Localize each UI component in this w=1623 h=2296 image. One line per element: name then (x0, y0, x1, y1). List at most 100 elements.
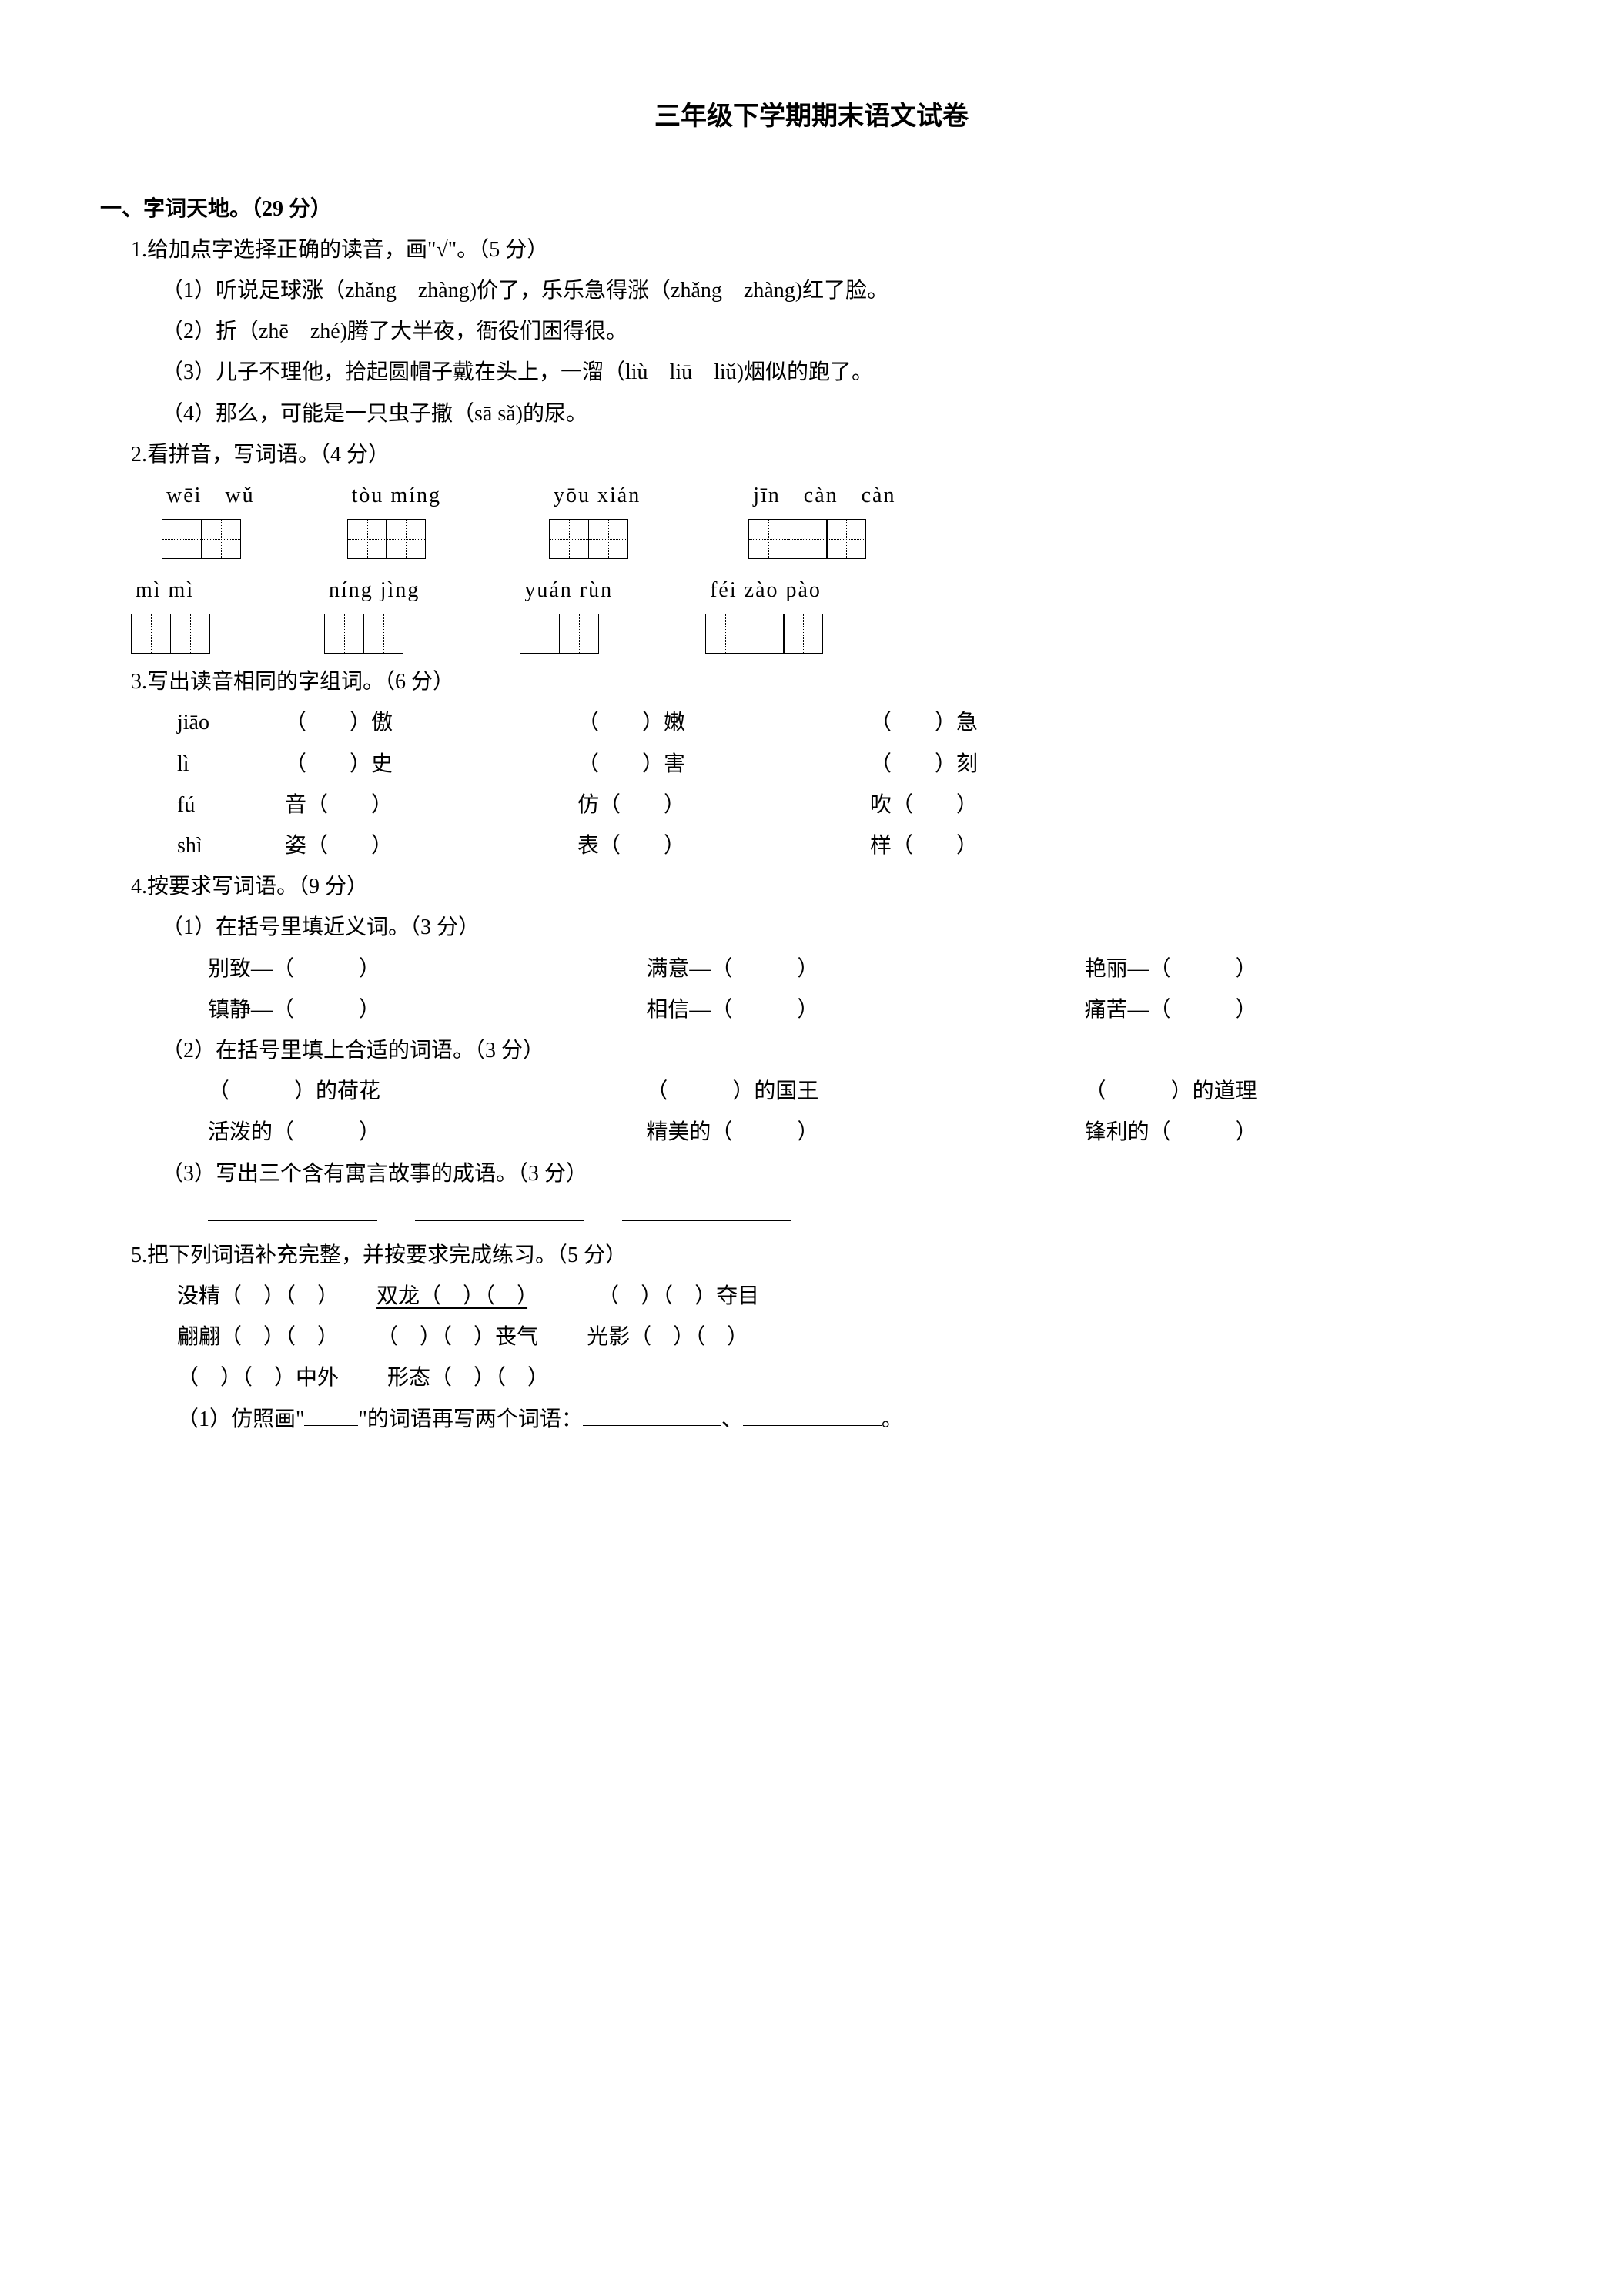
q2-row-2: mì mì níng jìng yuán rùn féi zào pào (131, 570, 1523, 654)
homophone-cell: 姿（ ） (285, 825, 577, 866)
tian-cell (826, 519, 866, 559)
q4-p3-stem: （3）写出三个含有寓言故事的成语。（3 分） (162, 1153, 1523, 1194)
q4-p2-r2-c: 锋利的（ ） (1085, 1112, 1523, 1153)
q4-p1-r2-a: 镇静—（ ） (208, 989, 646, 1030)
homophone-pinyin: fú (177, 785, 285, 825)
pinyin-block: mì mì (131, 570, 209, 654)
pinyin-block: féi zào pào (705, 570, 822, 654)
pinyin-label: yuán rùn (524, 570, 613, 611)
q5-sub1-suffix: "的词语再写两个词语： (358, 1407, 582, 1431)
q5-l2-c: 光影（ ）（ ） (587, 1325, 748, 1349)
q2-stem: 2.看拼音，写词语。（4 分） (131, 434, 1523, 475)
tian-cell (201, 519, 241, 559)
q1-item-2: （2）折（zhē zhé)腾了大半夜，衙役们困得很。 (162, 311, 1523, 352)
q4-p1-row1: 别致—（ ） 满意—（ ） 艳丽—（ ） (208, 949, 1523, 989)
homophone-cell: （ ）嫩 (577, 702, 870, 743)
q5-l3-a: （ ）（ ）中外 (177, 1366, 339, 1390)
pinyin-label: mì mì (136, 570, 194, 611)
tian-cell (745, 614, 785, 654)
q4-p2-r2-a: 活泼的（ ） (208, 1112, 646, 1153)
q5-l1-a: 没精（ ）（ ） (177, 1284, 328, 1308)
homophone-cell: （ ）史 (285, 744, 577, 785)
tian-cell (324, 614, 364, 654)
homophone-cell: （ ）害 (577, 744, 870, 785)
homophone-cell: 音（ ） (285, 785, 577, 825)
q4-p1-r2-c: 痛苦—（ ） (1085, 989, 1523, 1030)
pinyin-label: féi zào pào (710, 570, 822, 611)
q5-sub1-prefix: （1）仿照画" (177, 1407, 304, 1431)
tian-grid-row (748, 519, 865, 559)
tian-grid-row (520, 614, 597, 654)
pinyin-block: tòu míng (347, 475, 441, 559)
q5-l2-a: 翩翩（ ）（ ） (177, 1325, 328, 1349)
q4-p3-blanks (208, 1194, 1523, 1235)
homophone-cell: （ ）刻 (870, 744, 1163, 785)
q4-p2-row1: （ ）的荷花 （ ）的国王 （ ）的道理 (208, 1071, 1523, 1112)
homophone-row: jiāo（ ）傲（ ）嫩（ ）急 (177, 702, 1523, 743)
pinyin-label: jīn càn càn (753, 475, 895, 516)
homophone-row: shì姿（ ）表（ ）样（ ） (177, 825, 1523, 866)
q5-l2-b: （ ）（ ）丧气 (376, 1325, 538, 1349)
homophone-pinyin: shì (177, 825, 285, 866)
q3-stem: 3.写出读音相同的字组词。（6 分） (131, 661, 1523, 702)
tian-grid-row (162, 519, 239, 559)
q4-stem: 4.按要求写词语。（9 分） (131, 866, 1523, 907)
homophone-cell: （ ）傲 (285, 702, 577, 743)
q5-l1-c: （ ）（ ）夺目 (597, 1284, 759, 1308)
q4-p2-r1-c: （ ）的道理 (1085, 1071, 1523, 1112)
page-title: 三年级下学期期末语文试卷 (100, 92, 1523, 142)
tian-cell (347, 519, 387, 559)
q2-row-1: wēi wǔ tòu míng yōu xián jīn càn càn (162, 475, 1523, 559)
tian-cell (363, 614, 403, 654)
q4-p2-stem: （2）在括号里填上合适的词语。（3 分） (162, 1030, 1523, 1071)
q1-item-3: （3）儿子不理他，拾起圆帽子戴在头上，一溜（liù liū liǔ)烟似的跑了。 (162, 352, 1523, 393)
q5-line3: （ ）（ ）中外 形态（ ）（ ） (177, 1357, 1523, 1398)
q4-p1-r1-c: 艳丽—（ ） (1085, 949, 1523, 989)
homophone-pinyin: lì (177, 744, 285, 785)
tian-grid-row (549, 519, 627, 559)
tian-cell (748, 519, 788, 559)
pinyin-block: jīn càn càn (748, 475, 895, 559)
pinyin-label: wēi wǔ (166, 475, 255, 516)
pinyin-block: níng jìng (324, 570, 420, 654)
q4-p1-r2-b: 相信—（ ） (646, 989, 1084, 1030)
pinyin-block: wēi wǔ (162, 475, 255, 559)
pinyin-block: yōu xián (549, 475, 641, 559)
q5-line2: 翩翩（ ）（ ） （ ）（ ）丧气 光影（ ）（ ） (177, 1317, 1523, 1357)
pinyin-label: níng jìng (329, 570, 420, 611)
tian-cell (386, 519, 426, 559)
tian-cell (588, 519, 628, 559)
tian-cell (170, 614, 210, 654)
tian-grid-row (347, 519, 425, 559)
blank-short (304, 1402, 358, 1425)
pinyin-label: yōu xián (554, 475, 641, 516)
tian-grid-row (324, 614, 402, 654)
q5-stem: 5.把下列词语补充完整，并按要求完成练习。（5 分） (131, 1235, 1523, 1276)
homophone-cell: （ ）急 (870, 702, 1163, 743)
q1-item-4: （4）那么，可能是一只虫子撒（sā sǎ)的尿。 (162, 393, 1523, 434)
q4-p2-r2-b: 精美的（ ） (646, 1112, 1084, 1153)
q5-sub1: （1）仿照画""的词语再写两个词语：、。 (177, 1399, 1523, 1440)
tian-cell (783, 614, 823, 654)
q4-p1-r1-a: 别致—（ ） (208, 949, 646, 989)
blank-med (583, 1402, 721, 1425)
section-1-header: 一、字词天地。（29 分） (100, 189, 1523, 229)
q1-item-1: （1）听说足球涨（zhǎng zhàng)价了，乐乐急得涨（zhǎng zhàn… (162, 270, 1523, 311)
homophone-pinyin: jiāo (177, 702, 285, 743)
blank-line (415, 1197, 584, 1221)
homophone-row: fú音（ ）仿（ ）吹（ ） (177, 785, 1523, 825)
q4-p2-row2: 活泼的（ ） 精美的（ ） 锋利的（ ） (208, 1112, 1523, 1153)
tian-cell (705, 614, 745, 654)
pinyin-block: yuán rùn (520, 570, 613, 654)
tian-cell (520, 614, 560, 654)
tian-cell (788, 519, 828, 559)
homophone-row: lì（ ）史（ ）害（ ）刻 (177, 744, 1523, 785)
homophone-cell: 样（ ） (870, 825, 1163, 866)
blank-line (208, 1197, 377, 1221)
q4-p2-r1-a: （ ）的荷花 (208, 1071, 646, 1112)
tian-cell (131, 614, 171, 654)
tian-cell (549, 519, 589, 559)
blank-med (743, 1402, 882, 1425)
q4-p1-row2: 镇静—（ ） 相信—（ ） 痛苦—（ ） (208, 989, 1523, 1030)
homophone-cell: 表（ ） (577, 825, 870, 866)
